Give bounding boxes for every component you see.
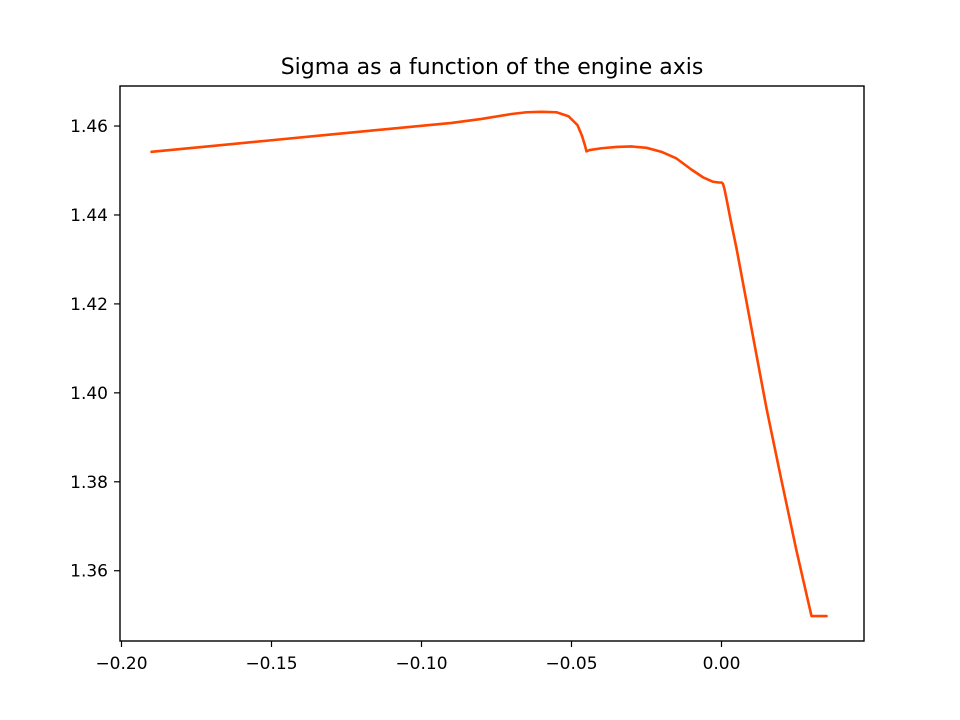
y-tick-label: 1.42 [70, 295, 108, 315]
x-axis: −0.20 −0.15 −0.10 −0.05 0.00 [95, 641, 740, 674]
y-axis: 1.36 1.38 1.40 1.42 1.44 1.46 [70, 117, 120, 582]
x-tick-label: −0.10 [395, 654, 447, 674]
axes-frame [119, 85, 865, 642]
y-tick-label: 1.38 [70, 473, 108, 493]
series-line-0 [150, 110, 828, 618]
y-tick-label: 1.46 [70, 117, 108, 137]
x-tick-label: −0.05 [545, 654, 597, 674]
x-tick-label: 0.00 [703, 654, 741, 674]
plot-area [150, 110, 828, 618]
y-tick-label: 1.36 [70, 562, 108, 582]
y-tick-label: 1.40 [70, 384, 108, 404]
x-tick-label: −0.20 [95, 654, 147, 674]
x-tick-label: −0.15 [245, 654, 297, 674]
y-tick-label: 1.44 [70, 206, 108, 226]
chart-title: Sigma as a function of the engine axis [281, 55, 704, 80]
